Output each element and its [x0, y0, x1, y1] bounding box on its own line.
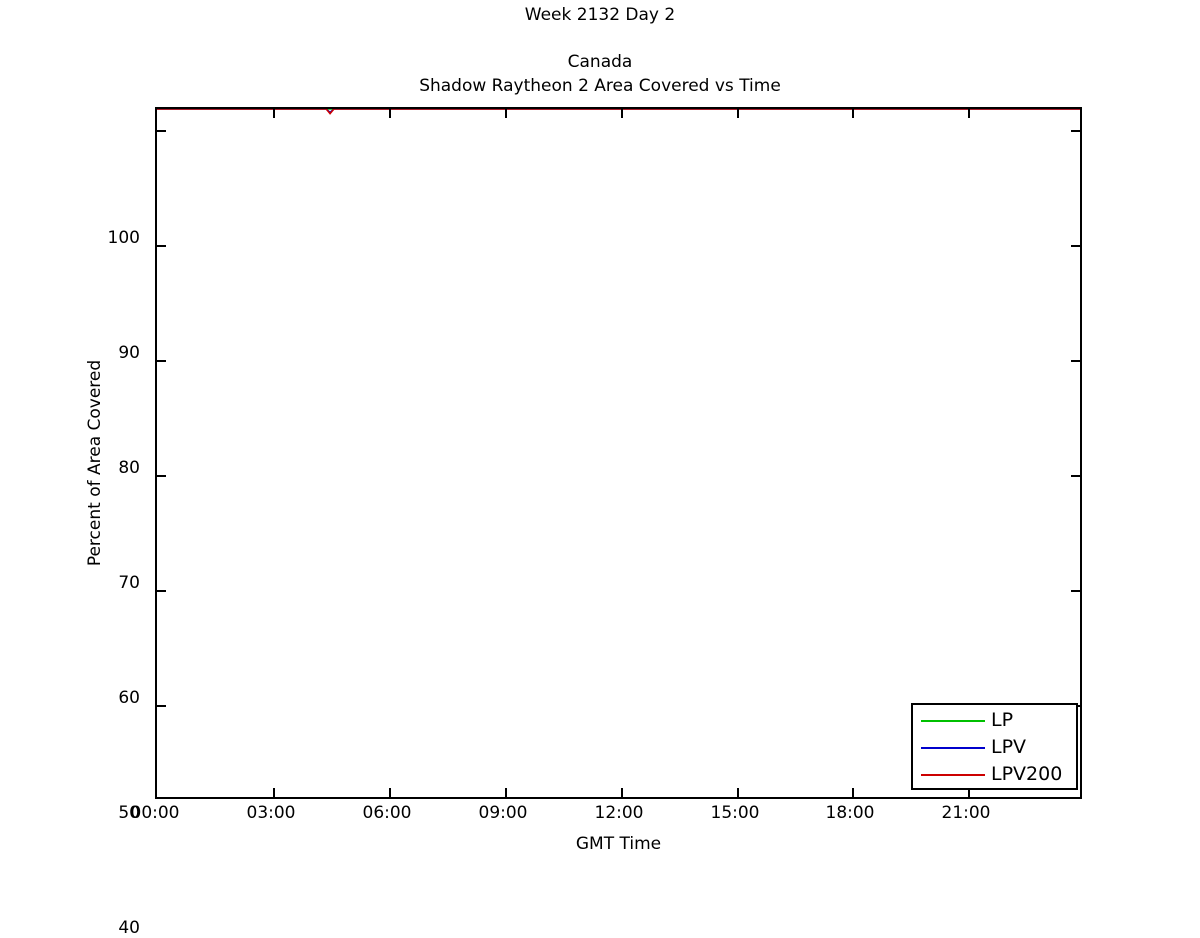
y-tick-label-90: 90 — [118, 343, 140, 363]
plot-inner — [157, 109, 1080, 797]
y-tick-label-50: 50 — [118, 803, 140, 823]
legend-label-lp: LP — [991, 709, 1014, 731]
x-tick-mark-1200 — [621, 788, 623, 797]
y-tick-label-70: 70 — [118, 573, 140, 593]
x-tick-label-0300: 03:00 — [246, 803, 296, 823]
y-tick-label-60: 60 — [118, 688, 140, 708]
legend-color-swatch-lpv — [921, 747, 985, 749]
y-axis-title: Percent of Area Covered — [85, 359, 105, 567]
series-layer — [157, 109, 1080, 115]
x-tick-mark-top-0600 — [389, 109, 391, 118]
legend-label-lpv200: LPV200 — [991, 763, 1063, 785]
y-tick-mark-right-60 — [1071, 590, 1080, 592]
x-tick-mark-0300 — [273, 788, 275, 797]
y-tick-mark-50 — [157, 705, 166, 707]
x-tick-mark-1800 — [852, 788, 854, 797]
y-tick-mark-90 — [157, 245, 166, 247]
x-tick-label-0600: 06:00 — [362, 803, 412, 823]
x-tick-label-1800: 18:00 — [825, 803, 875, 823]
y-tick-mark-right-100 — [1071, 130, 1080, 132]
y-axis-tick-labels: 100 90 80 70 60 50 40 — [0, 107, 148, 937]
y-tick-label-100: 100 — [107, 228, 140, 248]
chart-title: Canada Shadow Raytheon 2 Area Covered vs… — [0, 50, 1200, 98]
y-tick-mark-right-80 — [1071, 360, 1080, 362]
y-tick-label-40: 40 — [118, 918, 140, 938]
chart-title-line-1: Canada — [567, 52, 633, 72]
x-axis-title: GMT Time — [575, 834, 662, 854]
x-tick-mark-1500 — [737, 788, 739, 797]
legend-color-swatch-lp — [921, 720, 985, 722]
super-title: Week 2132 Day 2 — [524, 5, 676, 25]
x-tick-label-2100: 21:00 — [941, 803, 991, 823]
x-tick-mark-top-2100 — [968, 109, 970, 118]
y-tick-mark-right-90 — [1071, 245, 1080, 247]
x-tick-mark-top-1200 — [621, 109, 623, 118]
y-tick-mark-70 — [157, 475, 166, 477]
y-tick-mark-60 — [157, 590, 166, 592]
y-tick-mark-100 — [157, 130, 166, 132]
chart-title-line-2: Shadow Raytheon 2 Area Covered vs Time — [419, 76, 781, 96]
legend-item-lp[interactable]: LP — [913, 707, 1076, 734]
y-tick-mark-80 — [157, 360, 166, 362]
legend-item-lpv[interactable]: LPV — [913, 734, 1076, 761]
legend-item-lpv200[interactable]: LPV200 — [913, 761, 1076, 788]
x-tick-mark-top-1500 — [737, 109, 739, 118]
legend-label-lpv: LPV — [991, 736, 1027, 758]
x-tick-mark-0600 — [389, 788, 391, 797]
legend: LP LPV LPV200 — [911, 703, 1078, 790]
x-tick-label-0000: 00:00 — [130, 803, 180, 823]
plot-area — [155, 107, 1082, 799]
x-tick-mark-top-0300 — [273, 109, 275, 118]
x-tick-label-0900: 09:00 — [478, 803, 528, 823]
x-tick-label-1500: 15:00 — [710, 803, 760, 823]
x-axis-tick-labels: 00:00 03:00 06:00 09:00 12:00 15:00 18:0… — [131, 803, 1082, 827]
y-tick-label-80: 80 — [118, 458, 140, 478]
legend-color-swatch-lpv200 — [921, 774, 985, 776]
series-line-lpv200 — [157, 109, 1080, 115]
x-tick-mark-2100 — [968, 788, 970, 797]
y-tick-mark-right-70 — [1071, 475, 1080, 477]
x-tick-mark-top-1800 — [852, 109, 854, 118]
x-tick-mark-top-0900 — [505, 109, 507, 118]
x-tick-mark-0900 — [505, 788, 507, 797]
x-tick-label-1200: 12:00 — [594, 803, 644, 823]
